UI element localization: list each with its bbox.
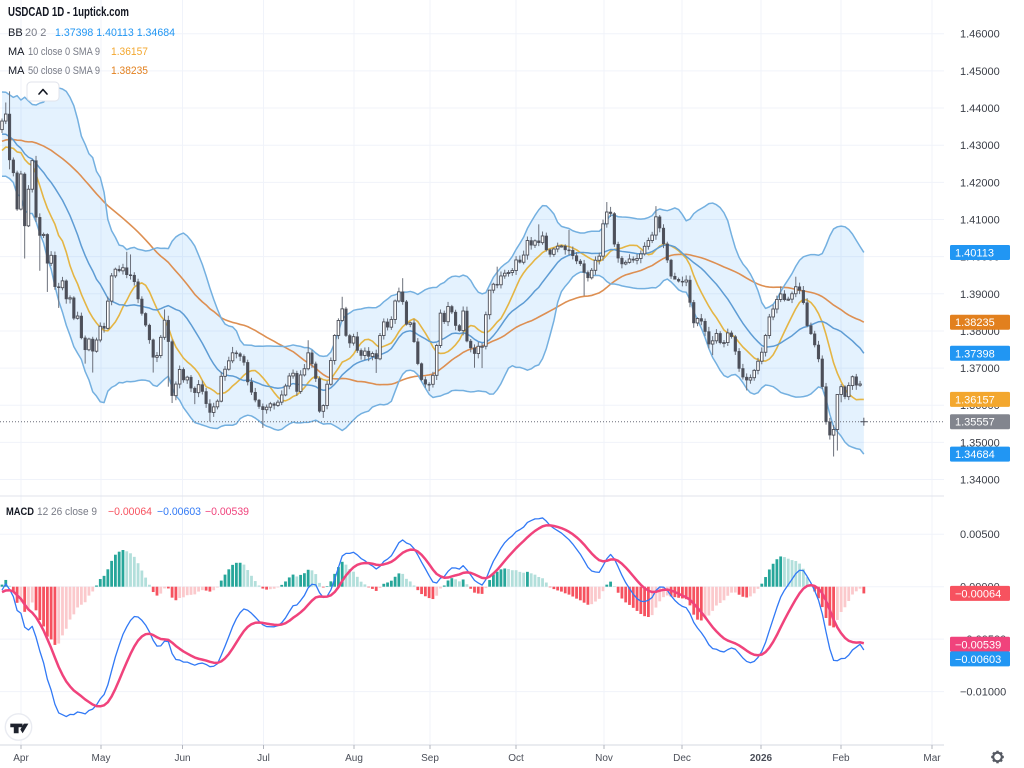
svg-text:12 26 close 9: 12 26 close 9 bbox=[37, 506, 97, 518]
svg-text:1.37000: 1.37000 bbox=[960, 363, 1000, 375]
svg-text:1.38235: 1.38235 bbox=[111, 65, 148, 77]
svg-text:−0.01000: −0.01000 bbox=[960, 687, 1006, 699]
svg-text:Sep: Sep bbox=[421, 753, 439, 764]
svg-text:50 close 0 SMA 9: 50 close 0 SMA 9 bbox=[28, 65, 100, 77]
svg-text:−0.00064: −0.00064 bbox=[108, 506, 152, 518]
svg-text:MACD: MACD bbox=[6, 506, 34, 518]
svg-text:1.36157: 1.36157 bbox=[955, 394, 995, 406]
svg-text:1.41000: 1.41000 bbox=[960, 214, 1000, 226]
svg-text:USDCAD 1D - 1uptick.com: USDCAD 1D - 1uptick.com bbox=[8, 5, 129, 19]
svg-text:−0.00603: −0.00603 bbox=[157, 506, 201, 518]
svg-text:1.35000: 1.35000 bbox=[960, 437, 1000, 449]
svg-text:10 close 0 SMA 9: 10 close 0 SMA 9 bbox=[28, 46, 100, 58]
svg-text:1.34000: 1.34000 bbox=[960, 475, 1000, 487]
svg-text:1.35557: 1.35557 bbox=[955, 417, 995, 429]
svg-text:1.37398 1.40113 1.34684: 1.37398 1.40113 1.34684 bbox=[55, 27, 175, 39]
svg-text:1.43000: 1.43000 bbox=[960, 140, 1000, 152]
svg-text:Mar: Mar bbox=[923, 753, 941, 764]
svg-text:1.40113: 1.40113 bbox=[955, 247, 994, 259]
svg-text:1.34684: 1.34684 bbox=[955, 449, 995, 461]
svg-text:0.00500: 0.00500 bbox=[960, 529, 1000, 541]
svg-text:−0.00064: −0.00064 bbox=[955, 588, 1001, 600]
svg-text:1.38235: 1.38235 bbox=[955, 317, 995, 329]
svg-text:1.45000: 1.45000 bbox=[960, 66, 1000, 78]
svg-text:−0.00539: −0.00539 bbox=[205, 506, 249, 518]
svg-text:Aug: Aug bbox=[345, 753, 363, 764]
svg-text:1.44000: 1.44000 bbox=[960, 103, 1000, 115]
svg-text:Jun: Jun bbox=[174, 753, 190, 764]
svg-text:1.37398: 1.37398 bbox=[955, 348, 995, 360]
svg-text:Dec: Dec bbox=[673, 753, 691, 764]
svg-text:Feb: Feb bbox=[832, 753, 850, 764]
svg-text:1.36157: 1.36157 bbox=[111, 46, 148, 58]
svg-text:1.42000: 1.42000 bbox=[960, 177, 1000, 189]
svg-text:Oct: Oct bbox=[508, 753, 524, 764]
svg-text:May: May bbox=[92, 753, 111, 764]
svg-text:Jul: Jul bbox=[257, 753, 270, 764]
svg-text:1.46000: 1.46000 bbox=[960, 29, 1000, 41]
svg-text:Apr: Apr bbox=[13, 753, 29, 764]
svg-text:MA: MA bbox=[8, 65, 25, 77]
svg-text:Nov: Nov bbox=[595, 753, 613, 764]
svg-text:1.39000: 1.39000 bbox=[960, 289, 1000, 301]
svg-text:MA: MA bbox=[8, 46, 25, 58]
svg-text:−0.00603: −0.00603 bbox=[955, 654, 1001, 666]
svg-text:BB: BB bbox=[8, 27, 23, 39]
svg-text:−0.00539: −0.00539 bbox=[955, 639, 1001, 651]
svg-text:2026: 2026 bbox=[750, 753, 773, 764]
svg-text:20 2: 20 2 bbox=[25, 27, 46, 39]
